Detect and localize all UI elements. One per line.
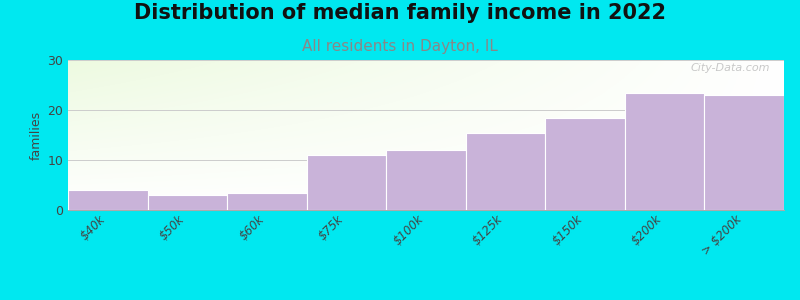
Bar — [466, 133, 546, 210]
Bar — [147, 195, 227, 210]
Text: Distribution of median family income in 2022: Distribution of median family income in … — [134, 3, 666, 23]
Bar — [227, 193, 306, 210]
Bar — [705, 95, 784, 210]
Bar — [546, 118, 625, 210]
Bar — [306, 155, 386, 210]
Bar — [625, 92, 705, 210]
Text: All residents in Dayton, IL: All residents in Dayton, IL — [302, 39, 498, 54]
Bar — [68, 190, 147, 210]
Y-axis label: families: families — [30, 110, 43, 160]
Text: City-Data.com: City-Data.com — [690, 63, 770, 73]
Bar — [386, 150, 466, 210]
